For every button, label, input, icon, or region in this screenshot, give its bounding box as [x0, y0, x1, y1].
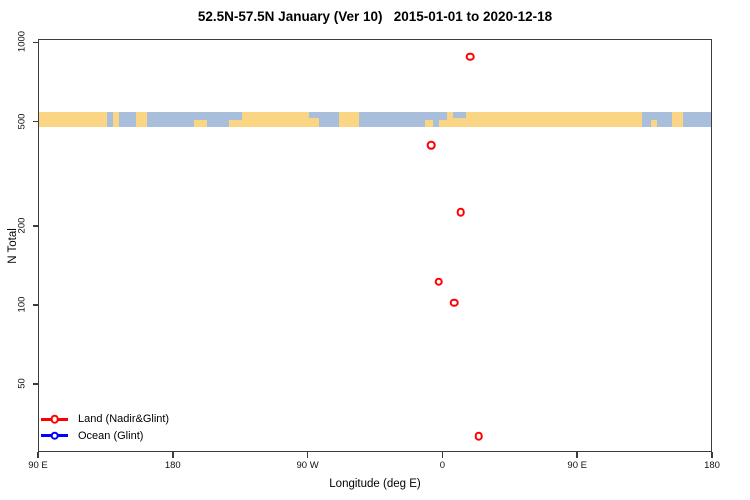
- x-tick-label: 0: [439, 460, 446, 471]
- map-ocean-segment: [194, 112, 207, 128]
- plot-area: Land (Nadir&Glint) Ocean (Glint): [38, 39, 712, 452]
- legend-label: Land (Nadir&Glint): [78, 413, 170, 426]
- map-ocean-segment: [438, 112, 448, 128]
- open-circle-icon: [50, 431, 59, 441]
- map-ocean-patch: [453, 112, 466, 119]
- y-tick-label: 100: [16, 296, 28, 313]
- map-land-segment: [241, 112, 310, 128]
- map-ocean-segment: [229, 112, 242, 128]
- map-land-patch: [229, 120, 242, 128]
- y-axis-title: N Total: [7, 228, 19, 264]
- map-ocean-segment: [683, 112, 711, 128]
- y-tick-mark: [32, 225, 38, 227]
- map-ocean-segment: [641, 112, 651, 128]
- map-ocean-segment: [206, 112, 230, 128]
- x-tick-label: 90 E: [567, 460, 587, 471]
- x-tick-mark: [306, 452, 309, 458]
- x-tick-mark: [172, 452, 174, 458]
- x-axis-title: Longitude (deg E): [329, 478, 421, 490]
- x-tick-label: 90 W: [296, 460, 319, 471]
- map-ocean-patch: [309, 112, 320, 119]
- x-tick-label: 180: [164, 460, 181, 471]
- data-point: [456, 207, 465, 217]
- y-tick-label: 1000: [16, 31, 28, 53]
- map-ocean-segment: [358, 112, 425, 128]
- y-tick-label: 500: [16, 113, 28, 129]
- y-tick-mark: [32, 304, 38, 306]
- x-tick-label: 180: [704, 460, 720, 471]
- data-point: [434, 277, 443, 286]
- legend-item: Land (Nadir&Glint): [41, 411, 169, 428]
- map-land-patch: [194, 120, 207, 128]
- legend-item: Ocean (Glint): [41, 428, 169, 445]
- map-ocean-segment: [119, 112, 137, 128]
- x-tick-mark: [37, 452, 39, 458]
- x-tick-mark: [711, 452, 713, 458]
- land-ocean-map-band: [39, 112, 711, 128]
- map-land-segment: [453, 112, 466, 128]
- y-tick-label: 50: [16, 378, 28, 389]
- data-point: [474, 431, 484, 441]
- x-tick-mark: [576, 452, 578, 458]
- map-ocean-segment: [319, 112, 340, 128]
- map-land-patch: [438, 120, 448, 128]
- data-point: [465, 52, 475, 62]
- map-ocean-segment: [107, 112, 114, 128]
- legend-label: Ocean (Glint): [78, 429, 144, 442]
- y-tick-mark: [32, 383, 38, 385]
- y-tick-mark: [32, 41, 38, 44]
- map-land-segment: [447, 112, 454, 128]
- map-ocean-segment: [432, 112, 439, 128]
- chart-title: 52.5N-57.5N January (Ver 10) 2015-01-01 …: [197, 9, 553, 24]
- map-ocean-segment: [424, 112, 433, 128]
- map-land-segment: [136, 112, 147, 128]
- map-ocean-segment: [146, 112, 194, 128]
- data-point: [426, 140, 436, 150]
- map-land-segment: [309, 112, 320, 128]
- open-circle-icon: [50, 414, 59, 424]
- map-ocean-segment: [656, 112, 672, 128]
- map-land-segment: [671, 112, 684, 128]
- y-tick-mark: [32, 120, 38, 123]
- map-land-segment: [39, 112, 108, 128]
- map-land-patch: [650, 120, 657, 128]
- data-point: [449, 298, 459, 308]
- legend: Land (Nadir&Glint) Ocean (Glint): [41, 411, 169, 444]
- map-land-segment: [339, 112, 359, 128]
- x-tick-label: 90 E: [28, 460, 48, 471]
- x-tick-mark: [441, 452, 444, 458]
- map-land-patch: [424, 120, 433, 128]
- map-ocean-segment: [650, 112, 657, 128]
- map-land-segment: [113, 112, 120, 128]
- legend-symbol: [41, 414, 68, 425]
- legend-symbol: [41, 430, 68, 441]
- map-land-segment: [465, 112, 642, 128]
